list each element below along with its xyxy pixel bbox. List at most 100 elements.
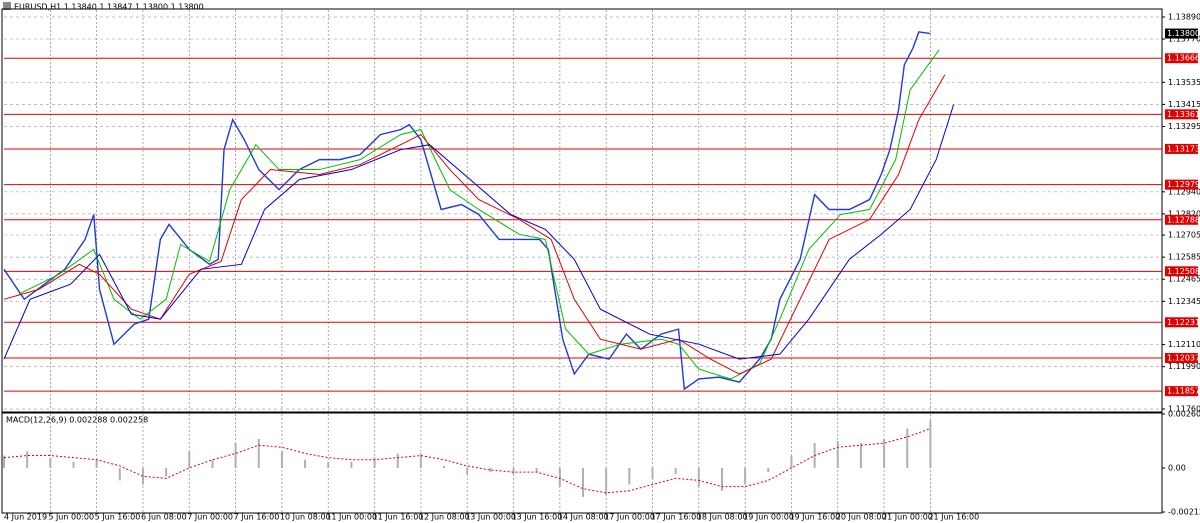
y-tick-label: 1.12345 — [1168, 297, 1200, 306]
macd-bar — [929, 420, 932, 468]
macd-title: MACD(12,26,9) 0.002288 0.002258 — [6, 416, 148, 425]
macd-bar — [95, 459, 98, 468]
macd-bar — [304, 459, 307, 468]
y-tick-label: 1.12585 — [1168, 253, 1200, 262]
y-tick-label: 1.13415 — [1168, 100, 1200, 109]
y-tick-label: -0.002125 — [1168, 508, 1200, 517]
y-tick-label: 1.13770 — [1168, 35, 1200, 44]
moving-average — [3, 104, 955, 360]
signal-line — [3, 428, 931, 494]
level-label-bg — [1165, 317, 1198, 328]
x-tick-label: 12 Jun 08:00 — [419, 513, 470, 522]
level-label: 1.13666 — [1167, 54, 1200, 63]
x-tick-label: 7 Jun 16:00 — [234, 513, 280, 522]
x-tick-label: 13 Jun 16:00 — [512, 513, 563, 522]
y-tick-label: 0.002606 — [1168, 410, 1200, 419]
macd-bar — [836, 441, 839, 468]
x-tick-label: 11 Jun 00:00 — [326, 513, 377, 522]
macd-bar — [165, 467, 168, 477]
level-label-bg — [1165, 214, 1198, 225]
y-tick-label: 1.13890 — [1168, 12, 1200, 21]
macd-bar — [443, 465, 446, 468]
macd-bar — [26, 451, 29, 468]
y-tick-label: 0.00 — [1168, 463, 1186, 472]
level-label-bg — [1165, 109, 1198, 120]
level-label-bg — [1165, 143, 1198, 154]
macd-bar — [628, 467, 631, 485]
macd-bar — [396, 453, 399, 468]
level-label: 1.12508 — [1167, 267, 1200, 276]
x-tick-label: 13 Jun 00:00 — [465, 513, 516, 522]
x-tick-label: 17 Jun 16:00 — [650, 513, 701, 522]
macd-bar — [141, 467, 144, 485]
macd-bar — [883, 438, 886, 468]
x-tick-label: 7 Jun 00:00 — [187, 513, 233, 522]
x-tick-label: 19 Jun 16:00 — [789, 513, 840, 522]
current-price-bg — [1165, 28, 1198, 39]
plot-frame — [1, 8, 1163, 413]
x-tick-label: 5 Jun 00:00 — [48, 513, 94, 522]
macd-bar — [790, 455, 793, 468]
level-label: 1.13173 — [1167, 144, 1200, 153]
macd-bar — [188, 451, 191, 468]
macd-bar — [257, 438, 260, 468]
x-tick-label: 20 Jun 08:00 — [836, 513, 887, 522]
macd-bar — [72, 461, 75, 468]
macd-bar — [605, 467, 608, 495]
macd-bar — [466, 467, 469, 475]
x-tick-label: 4 Jun 2019 — [4, 513, 47, 522]
y-tick-label: 1.12705 — [1168, 231, 1200, 240]
macd-bar — [419, 453, 422, 468]
macd-bar — [582, 467, 584, 497]
macd-bar — [373, 457, 376, 468]
y-tick-label: 1.12110 — [1168, 340, 1200, 349]
macd-bar — [767, 467, 770, 473]
x-tick-label: 18 Jun 08:00 — [697, 513, 748, 522]
plot-frame — [1, 412, 1163, 514]
x-tick-label: 5 Jun 16:00 — [95, 513, 141, 522]
level-label-bg — [1165, 179, 1198, 190]
macd-bar — [234, 443, 237, 468]
macd-bar — [118, 467, 121, 481]
macd-bar — [674, 467, 677, 475]
level-label-bg — [1165, 386, 1198, 397]
y-tick-label: 1.12820 — [1168, 209, 1200, 218]
y-tick-label: 1.13535 — [1168, 78, 1200, 87]
level-label: 1.12979 — [1167, 180, 1200, 189]
macd-bar — [327, 461, 330, 468]
level-label: 1.12788 — [1167, 215, 1200, 224]
macd-bar — [489, 467, 492, 473]
level-label-bg — [1165, 53, 1198, 64]
macd-bar — [859, 443, 862, 468]
level-label: 1.12037 — [1167, 353, 1200, 362]
x-tick-label: 19 Jun 00:00 — [743, 513, 794, 522]
chart-icon — [3, 2, 11, 10]
y-tick-label: 1.12940 — [1168, 187, 1200, 196]
y-tick-label: 1.11760 — [1168, 404, 1200, 413]
chart-title: EURUSD,H1 1.13840 1.13847 1.13800 1.1380… — [14, 3, 204, 12]
y-tick-label: 1.13295 — [1168, 122, 1200, 131]
macd-bar — [558, 467, 561, 487]
level-label-bg — [1165, 352, 1198, 363]
x-tick-label: 11 Jun 16:00 — [373, 513, 424, 522]
level-label: 1.13361 — [1167, 110, 1200, 119]
x-tick-label: 17 Jun 00:00 — [604, 513, 655, 522]
macd-bar — [651, 467, 654, 479]
macd-bar — [535, 467, 538, 473]
macd-bar — [350, 461, 353, 468]
macd-bar — [49, 457, 52, 468]
level-label-bg — [1165, 266, 1198, 277]
moving-average — [18, 49, 940, 380]
macd-bar — [697, 467, 700, 487]
macd-bar — [906, 428, 909, 468]
macd-bar — [512, 467, 515, 475]
current-price-label: 1.13800 — [1167, 29, 1200, 38]
x-tick-label: 6 Jun 08:00 — [141, 513, 187, 522]
macd-bar — [720, 467, 723, 491]
level-label: 1.11857 — [1167, 387, 1200, 396]
macd-bar — [211, 459, 214, 468]
y-tick-label: 1.12465 — [1168, 275, 1200, 284]
x-tick-label: 21 Jun 00:00 — [882, 513, 933, 522]
